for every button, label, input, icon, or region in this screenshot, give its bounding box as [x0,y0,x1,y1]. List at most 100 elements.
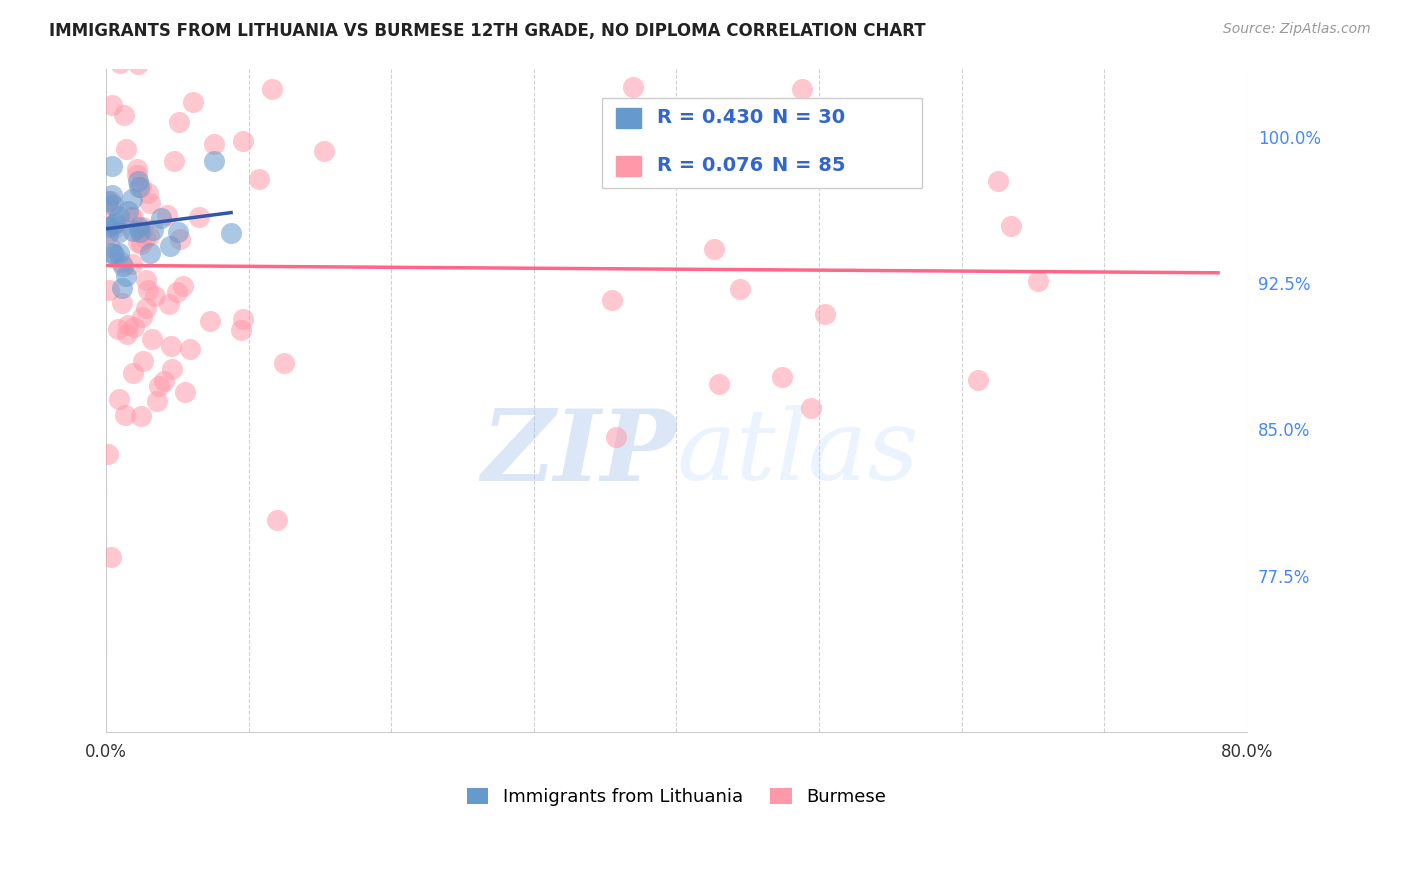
Point [125,161,148,176]
Point [98,283,121,297]
Point [138,228,160,243]
Point [117,318,139,332]
Point [152,374,174,388]
Point [188,211,211,225]
Point [141,332,163,346]
Point [121,192,143,206]
Text: atlas: atlas [676,406,920,500]
Text: ZIP: ZIP [481,405,676,501]
Point [115,268,138,283]
Point [100,194,122,209]
Point [101,245,124,260]
Point [160,339,183,353]
Point [602,293,624,307]
Point [110,296,132,310]
Point [179,343,201,357]
Point [108,392,131,406]
Point [148,378,170,392]
Point [135,273,157,287]
Point [129,225,152,239]
Point [167,114,190,128]
FancyBboxPatch shape [616,108,641,128]
Point [987,174,1010,188]
Point [232,134,254,148]
Point [312,144,335,158]
Point [273,356,295,370]
Point [139,195,162,210]
Point [131,310,153,325]
Point [129,180,152,194]
Point [100,187,122,202]
Point [247,172,270,186]
Point [202,154,225,169]
Point [142,222,165,236]
Point [139,246,162,260]
Point [127,173,149,187]
Point [98,240,121,254]
Point [231,323,253,337]
Point [108,56,131,70]
Point [103,221,125,235]
Point [111,259,134,273]
Point [97,194,120,209]
Point [621,79,644,94]
FancyBboxPatch shape [602,98,921,188]
Point [103,218,125,232]
Point [260,82,283,96]
Point [135,301,157,315]
Point [167,225,190,239]
Point [138,283,160,297]
Point [122,319,145,334]
Point [112,108,135,122]
Point [160,362,183,376]
FancyBboxPatch shape [616,155,641,176]
Point [131,354,153,368]
Point [143,288,166,302]
Point [114,142,136,156]
Point [138,186,160,201]
Point [129,237,152,252]
Point [770,369,793,384]
Point [800,401,823,415]
Text: R = 0.076: R = 0.076 [657,156,763,175]
Point [174,385,197,400]
Point [101,159,124,173]
Point [219,227,242,241]
Point [134,231,156,245]
Point [110,254,132,268]
Y-axis label: 12th Grade, No Diploma: 12th Grade, No Diploma [0,291,8,509]
Point [97,202,120,216]
Point [111,281,134,295]
Point [814,307,837,321]
Point [114,408,136,422]
Point [121,257,143,271]
Point [117,204,139,219]
Point [159,239,181,253]
Point [107,209,129,223]
Point [103,198,125,212]
Point [202,137,225,152]
Point [967,372,990,386]
Point [128,180,150,194]
Point [169,232,191,246]
Text: Source: ZipAtlas.com: Source: ZipAtlas.com [1223,22,1371,37]
Point [172,278,194,293]
Point [166,285,188,299]
Point [157,297,180,311]
Point [605,430,627,444]
Point [100,98,122,112]
Point [117,326,139,341]
Text: R = 0.430: R = 0.430 [657,109,763,128]
Point [707,377,730,392]
Point [108,225,131,239]
Point [703,242,725,256]
Text: N = 85: N = 85 [772,156,845,175]
Point [127,235,149,250]
Point [728,282,751,296]
Point [125,169,148,183]
Point [792,82,814,96]
Point [132,220,155,235]
Point [100,549,122,564]
Legend: Immigrants from Lithuania, Burmese: Immigrants from Lithuania, Burmese [460,780,893,814]
Point [266,512,288,526]
